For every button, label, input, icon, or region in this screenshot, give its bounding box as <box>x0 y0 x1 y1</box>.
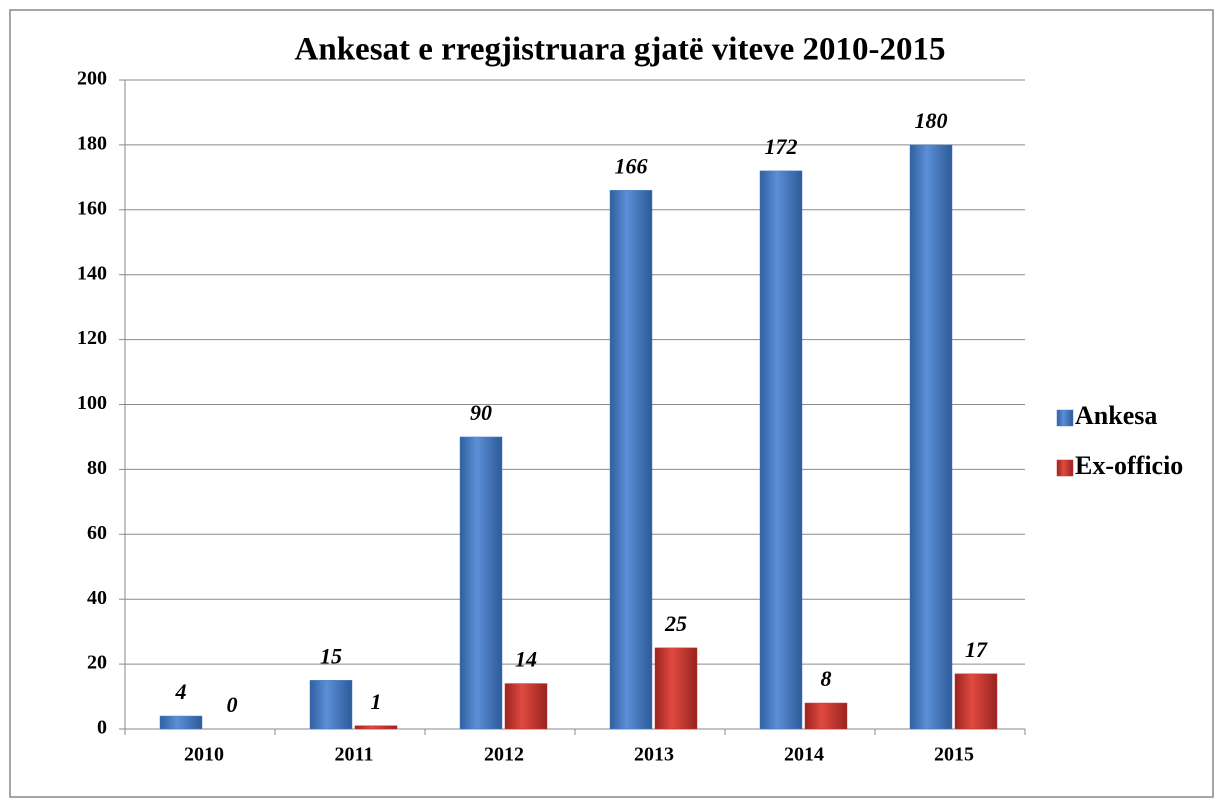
x-tick-label: 2012 <box>484 744 524 766</box>
y-tick-label: 160 <box>77 197 107 219</box>
data-label: 1 <box>371 689 382 714</box>
y-tick-label: 20 <box>87 652 107 674</box>
data-label: 25 <box>664 611 687 636</box>
y-tick-label: 60 <box>87 522 107 544</box>
x-tick-label: 2015 <box>934 744 974 766</box>
bar <box>504 683 548 730</box>
data-label: 17 <box>965 637 988 662</box>
bar <box>354 725 398 730</box>
y-tick-label: 180 <box>77 132 107 154</box>
legend-label: Ankesa <box>1075 401 1157 430</box>
x-tick-label: 2013 <box>634 744 674 766</box>
y-tick-label: 40 <box>87 587 107 609</box>
bar <box>609 190 653 730</box>
bar <box>909 144 953 730</box>
data-label: 180 <box>915 108 948 133</box>
data-label: 90 <box>470 400 492 425</box>
y-tick-label: 120 <box>77 327 107 349</box>
y-tick-label: 80 <box>87 457 107 479</box>
y-tick-label: 140 <box>77 262 107 284</box>
chart-title: Ankesat e rregjistruara gjatë viteve 201… <box>295 32 946 68</box>
data-label: 15 <box>320 643 342 668</box>
y-tick-label: 100 <box>77 392 107 414</box>
data-label: 0 <box>227 692 238 717</box>
bar <box>459 436 503 730</box>
x-tick-label: 2014 <box>784 744 824 766</box>
x-tick-label: 2011 <box>335 744 374 766</box>
y-tick-label: 0 <box>97 717 107 739</box>
data-label: 14 <box>515 647 537 672</box>
x-tick-label: 2010 <box>184 744 224 766</box>
data-label: 166 <box>615 153 648 178</box>
bar <box>759 170 803 730</box>
legend-label: Ex-officio <box>1075 451 1183 480</box>
bar <box>159 715 203 730</box>
legend-swatch <box>1056 409 1074 427</box>
data-label: 8 <box>821 666 832 691</box>
y-tick-label: 200 <box>77 68 107 90</box>
data-label: 4 <box>175 679 187 704</box>
bar <box>804 702 848 730</box>
bar <box>309 680 353 730</box>
bar <box>654 647 698 730</box>
data-label: 172 <box>765 134 798 159</box>
bar <box>954 673 998 730</box>
legend-swatch <box>1056 459 1074 477</box>
